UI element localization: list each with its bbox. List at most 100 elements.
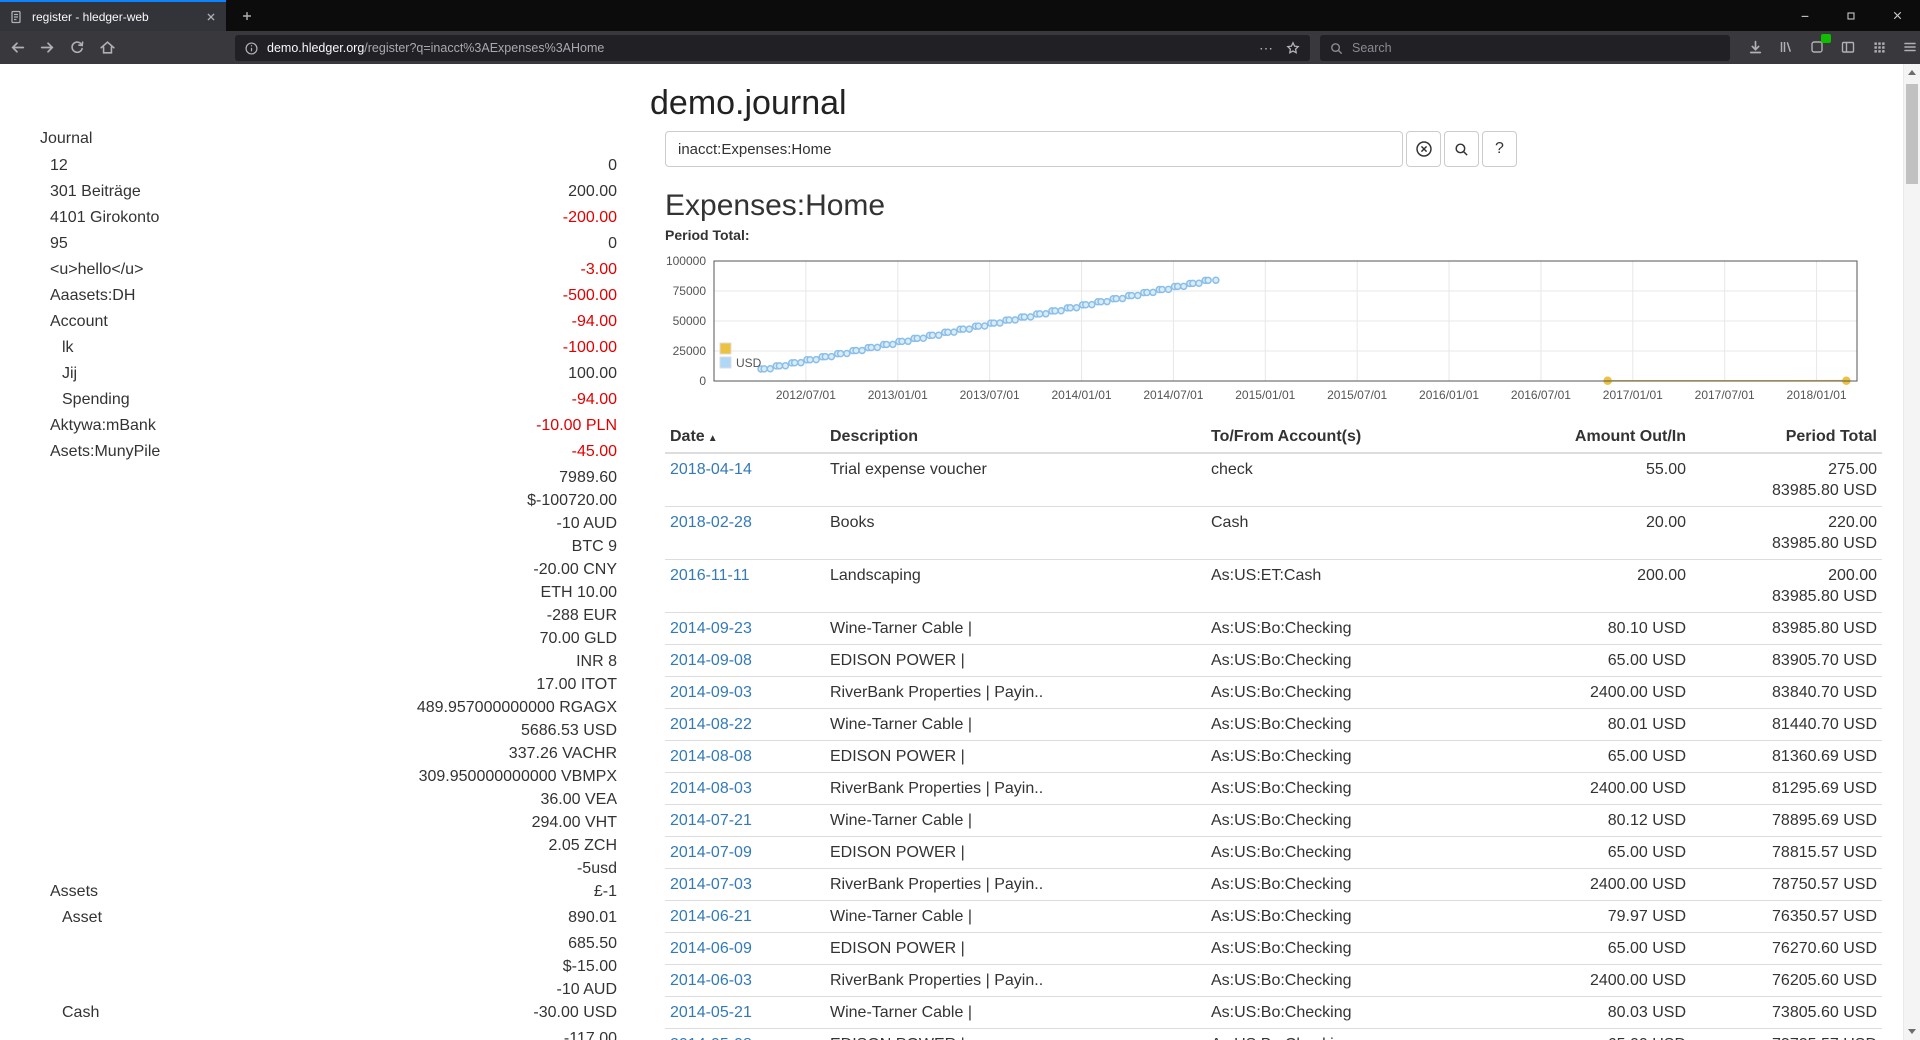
register-date-link[interactable]: 2018-02-28 — [670, 514, 752, 531]
description-cell: Landscaping — [825, 559, 1206, 613]
account-link[interactable]: 4101 Girokonto — [50, 208, 160, 226]
search-submit-button[interactable] — [1444, 131, 1479, 167]
page-favicon-icon — [11, 10, 21, 23]
account-link[interactable]: Aktywa:mBank — [50, 416, 156, 434]
register-date-link[interactable]: 2014-09-23 — [670, 620, 752, 637]
svg-text:2016/01/01: 2016/01/01 — [1419, 388, 1479, 402]
sort-asc-icon: ▲ — [707, 433, 718, 444]
back-button[interactable] — [4, 33, 30, 61]
description-cell: EDISON POWER | — [825, 1028, 1206, 1040]
period-total-line: 83905.70 USD — [1772, 652, 1877, 669]
browser-search-bar[interactable]: Search — [1320, 35, 1730, 61]
balance-amount: -94.00 — [571, 312, 617, 330]
query-input[interactable] — [665, 131, 1403, 167]
browser-tab[interactable]: register - hledger-web — [0, 0, 226, 31]
svg-text:75000: 75000 — [673, 284, 707, 298]
library-button[interactable] — [1772, 33, 1800, 61]
date-cell: 2014-07-09 — [665, 836, 825, 869]
scroll-down-arrow[interactable] — [1904, 1023, 1920, 1040]
window-controls — [1782, 0, 1920, 31]
browser-titlebar: register - hledger-web — [0, 0, 1920, 31]
account-link[interactable]: 95 — [50, 234, 68, 252]
register-date-link[interactable]: 2014-08-22 — [670, 716, 752, 733]
page-scrollbar[interactable] — [1903, 64, 1920, 1040]
balance-amount: -30.00 USD — [533, 1003, 617, 1021]
scroll-up-arrow[interactable] — [1904, 64, 1920, 81]
svg-text:100000: 100000 — [666, 255, 706, 268]
menu-button[interactable] — [1896, 33, 1920, 61]
minimize-button[interactable] — [1782, 0, 1828, 31]
maximize-button[interactable] — [1828, 0, 1874, 31]
period-total-cell: 83840.70 USD — [1691, 676, 1882, 709]
sidebar-toggle-button[interactable] — [1834, 33, 1862, 61]
register-date-link[interactable]: 2016-11-11 — [670, 567, 750, 584]
help-button[interactable]: ? — [1482, 131, 1517, 167]
clear-query-button[interactable] — [1406, 131, 1441, 167]
account-link[interactable]: Asets:MunyPile — [50, 442, 161, 460]
forward-button[interactable] — [34, 33, 60, 61]
register-date-link[interactable]: 2014-06-09 — [670, 940, 752, 957]
register-date-link[interactable]: 2014-08-08 — [670, 748, 752, 765]
new-tab-button[interactable] — [234, 3, 260, 29]
register-date-link[interactable]: 2014-07-09 — [670, 844, 752, 861]
bookmark-star-icon[interactable] — [1285, 40, 1301, 56]
register-date-link[interactable]: 2014-06-21 — [670, 908, 752, 925]
site-info-icon[interactable] — [244, 41, 259, 56]
account-balance: 890.01 — [102, 906, 617, 929]
register-date-link[interactable]: 2014-08-03 — [670, 780, 752, 797]
account-link[interactable]: Assets — [50, 882, 99, 900]
tab-close-icon[interactable] — [204, 10, 218, 24]
close-window-button[interactable] — [1874, 0, 1920, 31]
account-cell: As:US:Bo:Checking — [1206, 612, 1536, 645]
account-link[interactable]: <u>hello</u> — [50, 260, 144, 278]
account-link[interactable]: Asset — [62, 908, 103, 926]
register-row: 2014-05-08 EDISON POWER |As:US:Bo:Checkin… — [665, 1028, 1882, 1040]
period-total-cell: 76350.57 USD — [1691, 900, 1882, 933]
circle-x-icon — [1415, 141, 1432, 157]
home-button[interactable] — [94, 33, 120, 61]
register-date-link[interactable]: 2014-09-03 — [670, 684, 752, 701]
reload-button[interactable] — [64, 33, 90, 61]
register-date-link[interactable]: 2014-07-03 — [670, 876, 752, 893]
period-total-chart: 2012/07/01 2013/01/01 2013/07/01 2014/01/01… — [666, 254, 1858, 402]
register-date-link[interactable]: 2014-07-21 — [670, 812, 752, 829]
register-date-link[interactable]: 2014-06-03 — [670, 972, 752, 989]
scrollbar-thumb[interactable] — [1906, 84, 1918, 184]
account-link[interactable]: Aaasets:DH — [50, 286, 136, 304]
account-link[interactable]: 12 — [50, 156, 68, 174]
register-date-link[interactable]: 2014-05-08 — [670, 1036, 752, 1040]
sidebar: Journal 12 0 301 Beiträge 200.00 4101 Giroko… — [0, 126, 617, 1040]
account-balance: -10.00 PLN — [156, 414, 617, 437]
account-balance: 0 — [68, 232, 617, 255]
balance-amount: £-1 — [593, 882, 617, 900]
apps-grid-button[interactable] — [1865, 33, 1893, 61]
account-row: Aktywa:mBank -10.00 PLN — [0, 412, 617, 438]
account-cell: As:US:Bo:Checking — [1206, 932, 1536, 965]
url-text: demo.hledger.org/register?q=inacct%3AExp… — [267, 41, 604, 55]
account-link[interactable]: 301 Beiträge — [50, 182, 141, 200]
account-balance: -117.00 — [62, 1027, 617, 1040]
period-total-line: 83985.80 USD — [1772, 482, 1877, 499]
account-link[interactable]: Account — [50, 312, 108, 330]
date-cell: 2014-08-03 — [665, 772, 825, 805]
account-link[interactable]: lk — [62, 338, 74, 356]
register-date-link[interactable]: 2014-09-08 — [670, 652, 752, 669]
register-date-link[interactable]: 2014-05-21 — [670, 1004, 752, 1021]
journal-link[interactable]: Journal — [40, 130, 93, 147]
svg-text:USD: USD — [736, 356, 762, 370]
account-row: Asets:MunyPile -45.00 — [0, 438, 617, 464]
svg-text:2013/01/01: 2013/01/01 — [868, 388, 928, 402]
balance-amount: -10.00 PLN — [536, 416, 617, 434]
register-date-link[interactable]: 2018-04-14 — [670, 461, 752, 478]
downloads-button[interactable] — [1741, 33, 1769, 61]
chart-border — [713, 260, 1858, 382]
url-bar[interactable]: demo.hledger.org/register?q=inacct%3AExp… — [235, 35, 1310, 61]
account-link[interactable]: Jij — [62, 364, 78, 382]
account-link[interactable]: Cash — [62, 1003, 100, 1021]
query-form: ? — [665, 131, 1894, 167]
page-actions-icon[interactable]: ⋯ — [1259, 40, 1273, 56]
account-link[interactable]: Spending — [62, 390, 130, 408]
register-table-header: Date ▲ Description To/From Account(s) Amo… — [665, 422, 1882, 454]
extension-button[interactable] — [1803, 33, 1831, 61]
header-date[interactable]: Date ▲ — [665, 422, 825, 454]
